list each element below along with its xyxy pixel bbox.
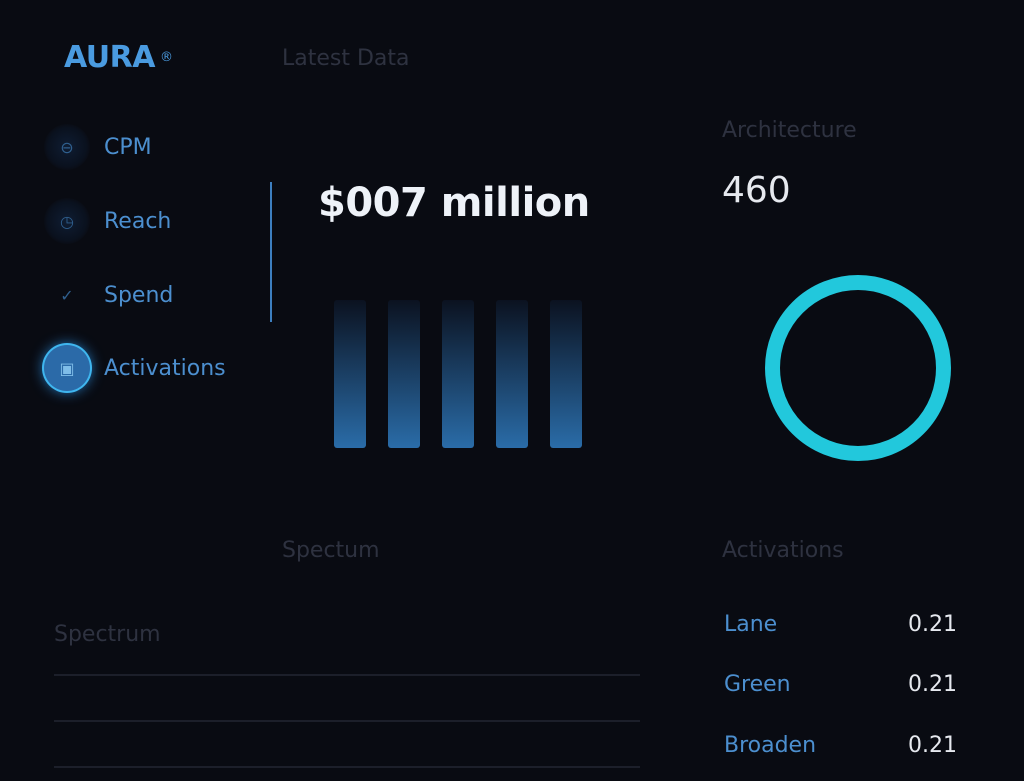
brand-logo: AURA [64, 40, 155, 75]
bar [442, 300, 474, 448]
architecture-value: 460 [722, 170, 791, 211]
spectrum-line [54, 766, 640, 768]
bar [550, 300, 582, 448]
sidebar-item-cpm[interactable]: ⊖ CPM [44, 124, 152, 170]
sidebar-item-spend[interactable]: ✓ Spend [44, 272, 173, 318]
sidebar-item-label: Activations [104, 355, 226, 381]
sidebar-item-label: Spend [104, 282, 174, 308]
headline-value: $007 million [318, 180, 590, 226]
sidebar-item-activations[interactable]: ▣ Activations [44, 345, 226, 391]
activation-name[interactable]: Lane [724, 612, 778, 637]
bar [334, 300, 366, 448]
sidebar-item-label: CPM [104, 134, 152, 160]
spectrum-label: Spectrum [54, 622, 161, 647]
activation-value: 0.21 [908, 733, 957, 758]
registered-mark: ® [160, 50, 173, 65]
inbox-icon: ▣ [44, 345, 90, 391]
clock-icon: ◷ [44, 198, 90, 244]
minus-circle-icon: ⊖ [44, 124, 90, 170]
sidebar-item-reach[interactable]: ◷ Reach [44, 198, 171, 244]
divider [270, 182, 272, 322]
page-title: Latest Data [282, 46, 410, 71]
ring-indicator [765, 275, 951, 461]
activations-title: Activations [722, 538, 844, 563]
spectrum-line [54, 720, 640, 722]
sidebar-item-label: Reach [104, 208, 172, 234]
spectrum-heading: Spectum [282, 538, 380, 563]
check-icon: ✓ [60, 285, 74, 305]
activation-value: 0.21 [908, 612, 957, 637]
activation-value: 0.21 [908, 672, 957, 697]
bar [388, 300, 420, 448]
activation-name[interactable]: Broaden [724, 733, 817, 758]
spectrum-line [54, 674, 640, 676]
architecture-label: Architecture [722, 118, 857, 143]
bar [496, 300, 528, 448]
activation-name[interactable]: Green [724, 672, 791, 697]
